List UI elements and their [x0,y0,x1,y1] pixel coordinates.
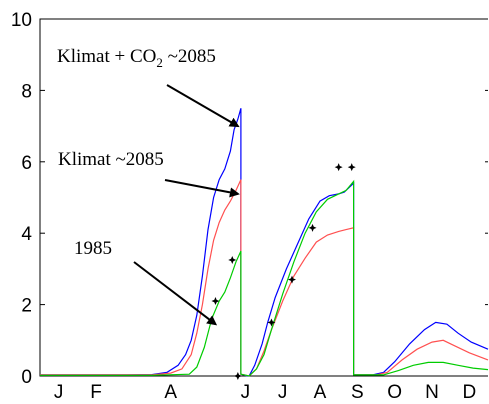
x-tick-label: J [54,382,64,403]
series-layer [40,108,489,377]
y-axis: 0 2 4 6 8 10 [11,10,488,388]
annotation-label-1985: 1985 [74,238,112,259]
series-line-2 [40,179,489,377]
x-tick-label: N [425,382,439,403]
y-tick-label: 2 [21,296,32,317]
series-line-0 [40,108,489,377]
annotation-arrow-1985 [133,261,218,326]
annotation-climate: Klimat ~2085 [58,149,240,198]
series-line-1 [40,179,489,377]
y-tick-label: 4 [21,224,32,245]
y-tick-label: 8 [21,81,32,102]
observation-point [347,163,356,172]
x-tick-label: O [387,382,402,403]
observation-point [228,255,237,264]
plot-frame [39,18,488,377]
annotation-label-climate-co2: Klimat + CO2 ~2085 [57,46,216,70]
x-tick-label: A [164,382,177,403]
x-tick-label: A [314,382,327,403]
x-tick-label: D [462,382,476,403]
observation-point [288,275,296,284]
observation-point [267,318,276,327]
observation-point [233,372,242,380]
annotation-arrow-climate-co2 [166,84,240,128]
y-tick-label: 0 [21,367,32,388]
annotation-climate-co2: Klimat + CO2 ~2085 [57,46,240,128]
observation-point [308,223,317,232]
annotation-1985: 1985 [74,238,218,326]
y-tick-label: 6 [21,153,32,174]
annotation-label-climate: Klimat ~2085 [58,149,164,170]
observations-layer [211,163,356,380]
observation-point [211,297,220,306]
y-tick-label: 10 [11,10,32,31]
observation-point [334,163,343,172]
x-tick-label: J [241,382,251,403]
x-tick-label: F [90,382,102,403]
plot-border [39,18,488,377]
annotation-arrow-climate [164,179,240,198]
x-tick-label: J [278,382,288,403]
x-tick-label: S [351,382,364,403]
